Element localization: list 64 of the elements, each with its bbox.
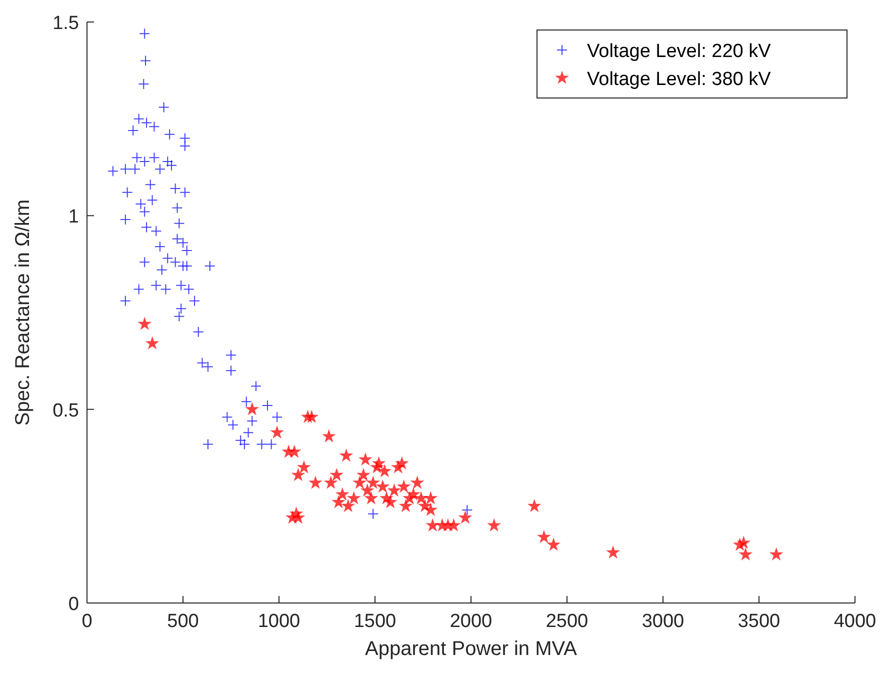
point: [287, 444, 302, 458]
point: [297, 460, 311, 474]
point: [546, 538, 561, 551]
point: [537, 530, 551, 544]
point: [424, 491, 438, 504]
x-axis-title: Apparent Power in MVA: [365, 638, 578, 660]
x-tick-label: 2000: [450, 611, 492, 632]
point: [410, 476, 424, 489]
legend-label: Voltage Level: 380 kV: [587, 69, 772, 90]
point: [339, 448, 354, 462]
point: [364, 491, 378, 504]
point: [406, 487, 420, 500]
point: [394, 456, 409, 470]
point: [358, 452, 372, 466]
point: [308, 476, 322, 489]
point: [138, 316, 152, 330]
x-tick-label: 0: [82, 611, 92, 632]
point: [527, 498, 542, 512]
point: [487, 518, 501, 532]
point: [291, 468, 306, 482]
x-tick-label: 500: [167, 611, 199, 632]
point: [376, 479, 390, 493]
point: [769, 547, 784, 560]
point: [378, 464, 392, 478]
point: [396, 479, 411, 493]
point: [332, 494, 346, 508]
x-tick-label: 4000: [834, 611, 876, 632]
point: [145, 336, 160, 350]
x-tick-label: 3500: [738, 611, 780, 632]
point: [330, 468, 344, 482]
point: [270, 425, 284, 438]
y-tick-label: 0: [68, 594, 79, 615]
point: [738, 547, 753, 560]
point: [372, 456, 386, 470]
point: [245, 402, 260, 416]
point: [360, 483, 374, 497]
point: [352, 476, 367, 489]
point: [304, 410, 319, 423]
point: [291, 510, 306, 524]
y-tick-label: 1.5: [52, 13, 79, 34]
point: [335, 487, 350, 500]
point: [446, 518, 461, 532]
x-tick-label: 3000: [642, 611, 684, 632]
point: [736, 536, 751, 549]
point: [458, 510, 472, 524]
y-tick-label: 0.5: [52, 400, 79, 422]
point: [387, 483, 402, 497]
x-tick-label: 1000: [258, 611, 300, 632]
point: [356, 468, 370, 482]
point: [366, 476, 380, 489]
point: [322, 429, 336, 442]
legend-label: Voltage Level: 220 kV: [587, 41, 772, 62]
point: [426, 518, 440, 532]
point: [398, 498, 413, 512]
x-tick-label: 2500: [546, 611, 588, 632]
point: [346, 491, 361, 504]
y-tick-label: 1: [68, 206, 79, 228]
point: [341, 498, 356, 512]
point: [606, 545, 620, 559]
point: [383, 494, 398, 508]
x-tick-label: 1500: [354, 611, 396, 632]
point: [324, 476, 338, 489]
y-axis-title: Spec. Reactance in Ω/km: [12, 199, 34, 426]
point: [424, 502, 438, 516]
